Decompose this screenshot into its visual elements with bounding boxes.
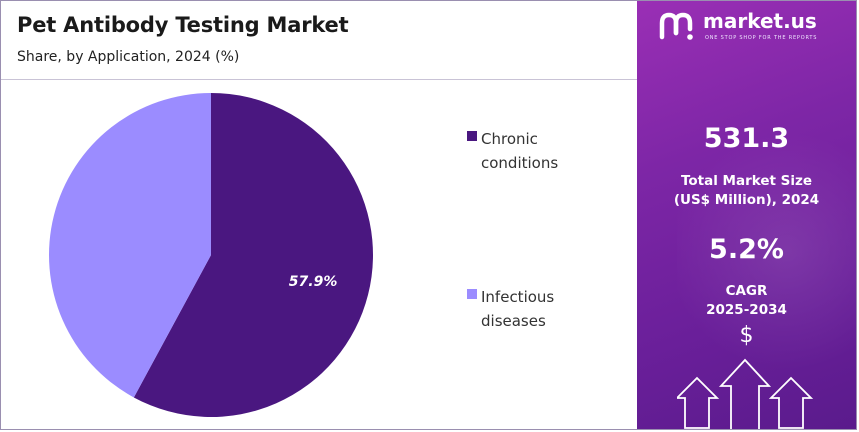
header-divider [1,79,639,80]
cagr-label-line2: 2025-2034 [706,302,787,318]
legend-label-infectious-line1: Infectious [481,288,555,306]
market-size-label-line1: Total Market Size [680,173,813,189]
market-us-logo-icon [659,12,693,40]
growth-arrows-icon [677,358,814,429]
up-arrow-icon [718,358,772,429]
legend-label-chronic-line1: Chronic [481,130,538,148]
chart-title: Pet Antibody Testing Market [17,13,349,37]
chart-subtitle: Share, by Application, 2024 (%) [17,49,240,65]
pie-slice-chronic-conditions [133,93,373,417]
cagr-label: CAGR 2025-2034 [637,282,856,320]
slice-data-label: 57.9% [289,274,338,290]
market-size-label-line2: (US$ Million), 2024 [673,192,820,208]
pie-slice-infectious-diseases [48,93,211,398]
legend-label-chronic-line2: conditions [481,154,559,172]
legend-swatch-infectious [467,289,477,299]
legend-label-chronic: Chronic conditions [481,127,601,175]
up-arrow-icon [677,376,720,429]
brand-name: market.us [703,9,817,33]
stats-panel: market.us ONE STOP SHOP FOR THE REPORTS … [637,1,856,429]
pie-chart: 57.9% [48,93,373,417]
market-size-label: Total Market Size (US$ Million), 2024 [637,172,856,210]
panel-background-glow [677,121,856,381]
legend-swatch-chronic [467,131,477,141]
legend-label-infectious-line2: diseases [481,312,546,330]
currency-symbol: $ [739,323,754,348]
market-size-value: 531.3 [703,123,790,154]
up-arrow-icon [768,376,814,429]
cagr-value: 5.2% [709,234,784,265]
brand: market.us ONE STOP SHOP FOR THE REPORTS [659,9,849,43]
brand-tagline: ONE STOP SHOP FOR THE REPORTS [705,35,818,41]
legend-label-infectious: Infectious diseases [481,285,601,333]
cagr-label-line1: CAGR [725,283,768,299]
